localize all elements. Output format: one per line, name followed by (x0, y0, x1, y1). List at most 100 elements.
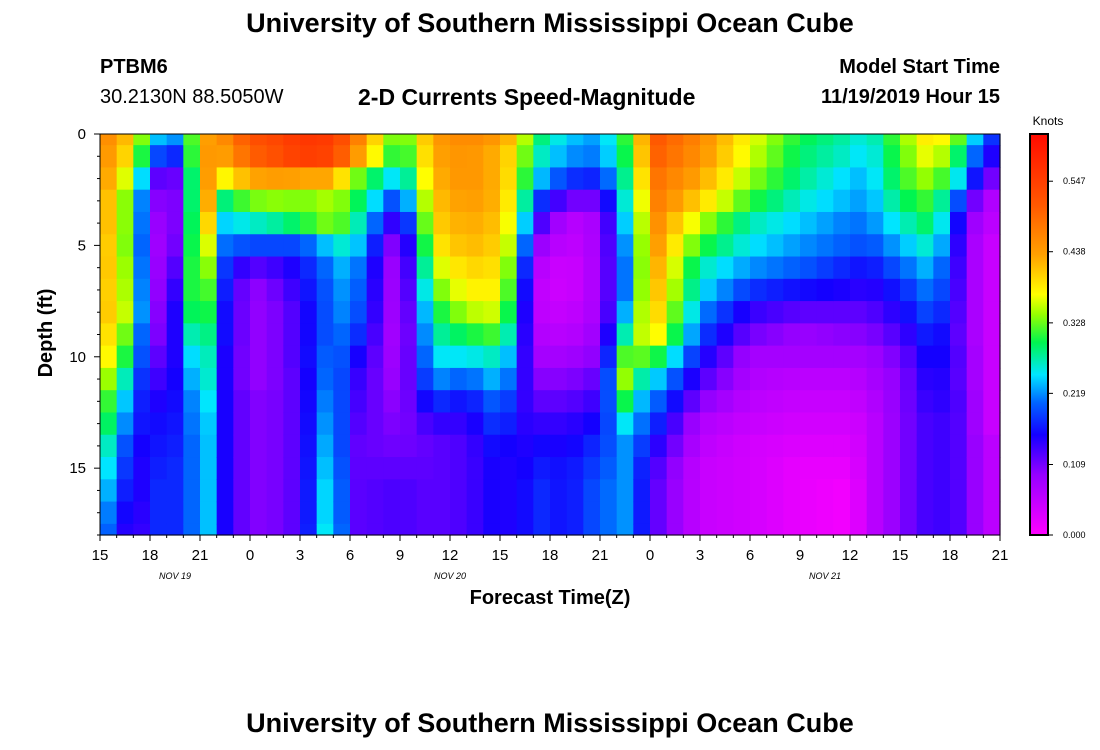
heatmap-cell (200, 256, 218, 280)
heatmap-cell (116, 323, 134, 347)
heatmap-cell (616, 167, 634, 191)
heatmap-cell (233, 434, 251, 458)
heatmap-cell (700, 345, 718, 369)
heatmap-cell (400, 523, 418, 536)
heatmap-cell (700, 390, 718, 414)
heatmap-cell (850, 523, 868, 536)
heatmap-cell (466, 523, 484, 536)
heatmap-cell (416, 390, 434, 414)
heatmap-cell (866, 479, 884, 503)
heatmap-cell (133, 323, 151, 347)
heatmap-cell (716, 323, 734, 347)
heatmap-cell (616, 390, 634, 414)
heatmap-cell (666, 412, 684, 436)
heatmap-cell (400, 167, 418, 191)
heatmap-cell (100, 234, 118, 258)
heatmap-cell (983, 501, 1001, 525)
heatmap-cell (616, 134, 634, 146)
heatmap-cell (800, 479, 818, 503)
colorbar-ticks: 0.000 0.109 0.219 0.328 0.438 0.547 (1048, 176, 1086, 540)
heatmap-cell (683, 167, 701, 191)
heatmap-cell (183, 501, 201, 525)
heatmap-cell (916, 167, 934, 191)
heatmap-cell (100, 167, 118, 191)
heatmap-cell (616, 457, 634, 480)
y-tick-label: 10 (69, 349, 86, 366)
heatmap-cell (766, 345, 784, 369)
heatmap-cell (366, 412, 384, 436)
heatmap-cell (783, 167, 801, 191)
heatmap-cell (150, 145, 168, 169)
heatmap-cell (683, 479, 701, 503)
heatmap-cell (783, 390, 801, 414)
heatmap-cell (550, 412, 568, 436)
heatmap-cell (633, 301, 651, 324)
heatmap-cell (516, 234, 534, 258)
heatmap-cell (150, 479, 168, 503)
heatmap-cell (850, 211, 868, 235)
heatmap-cell (700, 134, 718, 146)
heatmap-cell (233, 211, 251, 235)
heatmap-cell (750, 479, 768, 503)
heatmap-cell (233, 278, 251, 302)
heatmap-cell (666, 234, 684, 258)
heatmap-cell (383, 211, 401, 235)
heatmap-cell (316, 234, 334, 258)
heatmap-cell (450, 479, 468, 503)
heatmap-cell (366, 523, 384, 536)
heatmap-cell (483, 390, 501, 414)
heatmap-cell (933, 479, 951, 503)
heatmap-cell (716, 367, 734, 391)
heatmap-cell (483, 211, 501, 235)
heatmap-cell (616, 501, 634, 525)
heatmap-cell (650, 145, 668, 169)
heatmap-cell (300, 278, 318, 302)
heatmap-cell (333, 134, 351, 146)
heatmap-cell (400, 145, 418, 169)
heatmap-cell (383, 412, 401, 436)
heatmap-cell (350, 501, 368, 525)
heatmap-cell (300, 301, 318, 324)
heatmap-cell (516, 412, 534, 436)
heatmap-cell (583, 301, 601, 324)
heatmap-cell (683, 211, 701, 235)
heatmap-cell (283, 211, 301, 235)
heatmap-cell (750, 412, 768, 436)
heatmap-cell (166, 412, 184, 436)
heatmap-cell (800, 390, 818, 414)
heatmap-cell (600, 479, 618, 503)
heatmap-cell (616, 234, 634, 258)
heatmap-cell (383, 301, 401, 324)
heatmap-cell (916, 457, 934, 480)
heatmap-cell (183, 523, 201, 536)
heatmap-cell (900, 167, 918, 191)
heatmap-cell (150, 256, 168, 280)
heatmap-cell (266, 145, 284, 169)
heatmap-cell (533, 134, 551, 146)
heatmap-cell (700, 501, 718, 525)
heatmap-cell (333, 501, 351, 525)
heatmap-cell (400, 134, 418, 146)
heatmap-cell (466, 278, 484, 302)
heatmap-cell (650, 278, 668, 302)
x-tick-label: 15 (92, 547, 109, 564)
heatmap-cell (833, 167, 851, 191)
heatmap-cell (366, 367, 384, 391)
heatmap-cell (933, 367, 951, 391)
heatmap-cell (533, 234, 551, 258)
heatmap-cell (900, 434, 918, 458)
heatmap-cell (283, 323, 301, 347)
heatmap-cell (283, 167, 301, 191)
heatmap-cell (500, 501, 518, 525)
heatmap-cell (466, 167, 484, 191)
heatmap-cell (266, 434, 284, 458)
heatmap-cell (466, 345, 484, 369)
heatmap-cell (316, 412, 334, 436)
heatmap-cell (416, 367, 434, 391)
heatmap-cell (400, 434, 418, 458)
heatmap-cell (650, 434, 668, 458)
heatmap-cell (250, 434, 268, 458)
heatmap-cell (516, 390, 534, 414)
heatmap-cell (283, 145, 301, 169)
heatmap-cell (216, 256, 234, 280)
